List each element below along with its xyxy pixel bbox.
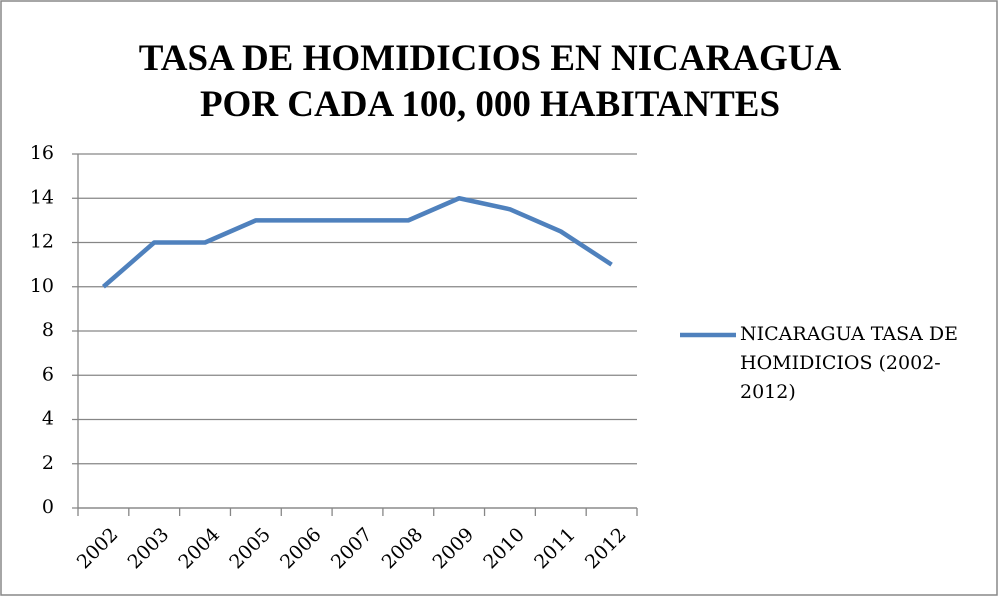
legend-label: NICARAGUA TASA DE HOMIDICIOS (2002-2012) — [740, 323, 959, 403]
y-tick-label: 10 — [30, 275, 54, 297]
y-tick-label: 12 — [30, 231, 54, 253]
y-tick-label: 6 — [42, 363, 54, 385]
y-tick-label: 16 — [30, 142, 54, 164]
y-tick-label: 0 — [42, 496, 54, 518]
data-line — [101, 196, 613, 289]
y-tick-label: 2 — [42, 452, 54, 474]
y-tick-label: 8 — [42, 319, 54, 341]
chart-title: TASA DE HOMIDICIOS EN NICARAGUA POR CADA… — [138, 38, 842, 125]
y-tick-label: 4 — [42, 408, 54, 430]
y-tick-label: 14 — [30, 186, 54, 208]
